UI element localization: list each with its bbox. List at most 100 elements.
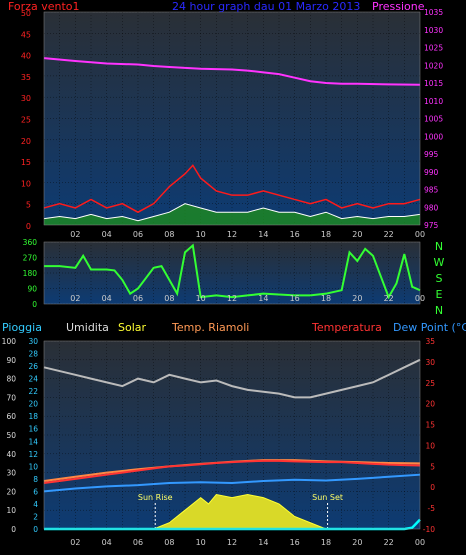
y-tick-label: 90 (27, 285, 37, 294)
y-rain-tick-label: 16 (28, 425, 38, 434)
x-tick-label: 16 (290, 294, 300, 303)
y-humidity-tick-label: 90 (6, 356, 16, 365)
y-rain-tick-label: 28 (28, 350, 38, 359)
y-left-tick-label: 5 (26, 201, 31, 210)
y-right-tick-label: 1030 (424, 26, 443, 35)
x-tick-label: 08 (164, 294, 174, 303)
x-tick-label: 12 (227, 538, 237, 547)
compass-letter: S (436, 272, 443, 285)
y-right-tick-label: 990 (424, 168, 439, 177)
pressure-label: Pressione (372, 0, 425, 13)
y-right-tick-label: 980 (424, 203, 439, 212)
wind-pressure-plot-area (44, 12, 420, 225)
x-tick-label: 02 (70, 538, 80, 547)
solar-area (153, 493, 327, 530)
y-rain-tick-label: 10 (28, 462, 38, 471)
y-left-tick-label: 45 (21, 30, 31, 39)
y-right-tick-label: 0 (430, 483, 435, 492)
y-right-tick-label: 35 (425, 337, 435, 346)
y-right-tick-label: 5 (430, 462, 435, 471)
y-left-tick-label: 40 (21, 52, 31, 61)
y-left-tick-label: 50 (21, 9, 31, 18)
x-tick-label: 20 (352, 294, 362, 303)
y-rain-tick-label: 6 (33, 487, 38, 496)
compass-letter: N (435, 304, 443, 317)
y-right-tick-label: 995 (424, 150, 439, 159)
y-right-tick-label: -10 (423, 525, 435, 534)
x-tick-label: 20 (352, 538, 362, 547)
x-tick-label: 22 (384, 538, 394, 547)
wind-avg-area (44, 203, 420, 225)
y-left-tick-label: 10 (21, 179, 31, 188)
plot-border (43, 340, 421, 530)
y-humidity-tick-label: 0 (11, 525, 16, 534)
y-right-tick-label: 1035 (424, 8, 443, 17)
y-rain-tick-label: 4 (33, 500, 38, 509)
x-tick-label: 10 (196, 230, 206, 239)
plot-border (43, 241, 421, 305)
x-tick-label: 22 (384, 294, 394, 303)
y-right-tick-label: 1005 (424, 115, 443, 124)
x-tick-label: 14 (258, 294, 268, 303)
plot-border (43, 11, 421, 226)
y-tick-label: 0 (32, 300, 37, 309)
y-humidity-tick-label: 10 (6, 506, 16, 515)
x-tick-label: 16 (290, 230, 300, 239)
y-right-tick-label: 1010 (424, 97, 443, 106)
sun-annotation-label: Sun Rise (138, 493, 173, 502)
x-tick-label: 10 (196, 294, 206, 303)
y-tick-label: 180 (23, 269, 38, 278)
compass-letter: E (436, 288, 443, 301)
wind-avg-line (43, 203, 421, 222)
y-right-tick-label: 15 (425, 421, 435, 430)
x-tick-label: 04 (102, 230, 112, 239)
y-right-tick-label: 985 (424, 186, 439, 195)
legend-solar: Solar (118, 321, 147, 334)
legend-pioggia: Pioggia (2, 321, 42, 334)
x-tick-label: 20 (352, 230, 362, 239)
legend-dew-point: Dew Point (°C) (393, 321, 466, 334)
y-humidity-tick-label: 30 (6, 469, 16, 478)
x-tick-label: 18 (321, 538, 331, 547)
x-tick-label: 14 (258, 538, 268, 547)
y-right-tick-label: 1015 (424, 79, 443, 88)
y-right-tick-label: 30 (425, 358, 435, 367)
y-right-tick-label: 20 (425, 400, 435, 409)
pressure-line (43, 57, 421, 86)
y-left-tick-label: 25 (21, 116, 31, 125)
y-humidity-tick-label: 80 (6, 375, 16, 384)
y-tick-label: 360 (23, 238, 38, 247)
x-tick-label: 08 (164, 538, 174, 547)
wind-direction-line (44, 243, 421, 300)
legend-temperatura: Temperatura (311, 321, 382, 334)
y-rain-tick-label: 2 (33, 512, 38, 521)
y-humidity-tick-label: 100 (2, 337, 17, 346)
y-rain-tick-label: 12 (28, 450, 38, 459)
y-humidity-tick-label: 60 (6, 412, 16, 421)
x-tick-label: 12 (227, 294, 237, 303)
chart-title: 24 hour graph dau 01 Marzo 2013 (172, 0, 360, 13)
y-rain-tick-label: 18 (28, 412, 38, 421)
y-tick-label: 270 (23, 254, 38, 263)
y-humidity-tick-label: 50 (6, 431, 16, 440)
y-left-tick-label: 30 (21, 94, 31, 103)
dew-point-line (43, 473, 421, 493)
x-tick-label: 08 (164, 230, 174, 239)
x-tick-label: 12 (227, 230, 237, 239)
x-tick-label: 18 (321, 294, 331, 303)
x-tick-label: 04 (102, 538, 112, 547)
y-humidity-tick-label: 40 (6, 450, 16, 459)
x-tick-label: 00 (415, 538, 425, 547)
y-right-tick-label: -5 (428, 504, 436, 513)
y-left-tick-label: 20 (21, 137, 31, 146)
y-right-tick-label: 1000 (424, 132, 443, 141)
compass-letter: W (434, 256, 445, 269)
legend-temp-riamoli: Temp. Riamoli (171, 321, 249, 334)
y-humidity-tick-label: 70 (6, 393, 16, 402)
x-tick-label: 06 (133, 538, 143, 547)
x-tick-label: 02 (70, 294, 80, 303)
y-left-tick-label: 15 (21, 158, 31, 167)
y-rain-tick-label: 24 (28, 375, 38, 384)
wind-gust-line (43, 164, 421, 214)
y-humidity-tick-label: 20 (6, 487, 16, 496)
